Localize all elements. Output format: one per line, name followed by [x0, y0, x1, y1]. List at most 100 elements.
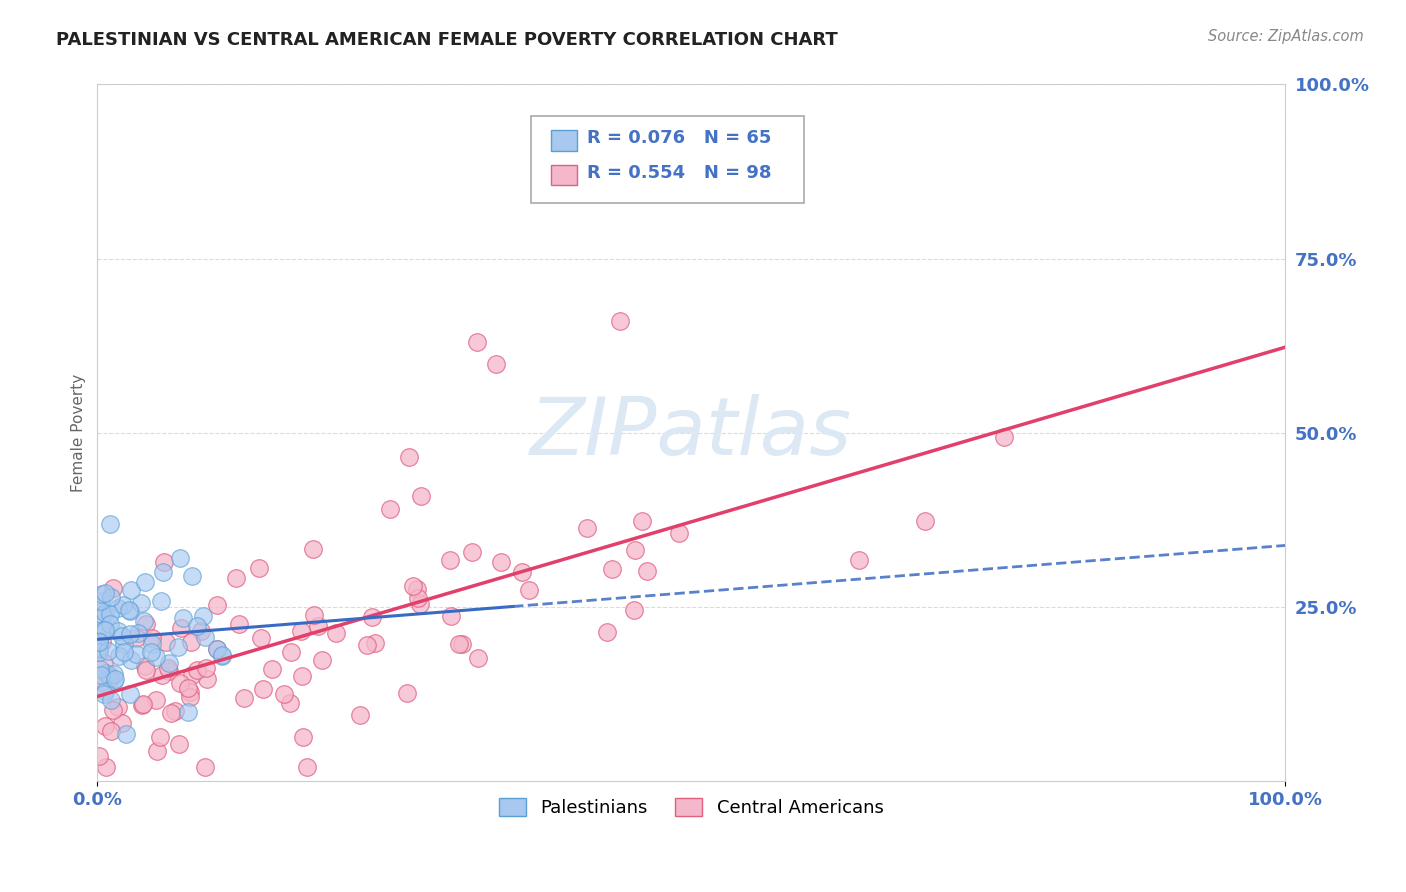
Point: [169, 738, 191, 752]
Point: [225, 571, 247, 585]
Point: [291, 669, 314, 683]
Point: [409, 489, 432, 503]
Point: [145, 744, 167, 758]
Point: [186, 619, 208, 633]
Point: [118, 603, 141, 617]
Point: [302, 541, 325, 556]
Point: [159, 706, 181, 720]
Point: [90, 634, 112, 648]
Point: [93, 657, 115, 671]
Point: [396, 685, 419, 699]
Point: [252, 682, 274, 697]
Point: [112, 645, 135, 659]
Point: [233, 691, 256, 706]
Point: [139, 645, 162, 659]
Point: [127, 625, 149, 640]
Point: [93, 623, 115, 637]
Point: [100, 693, 122, 707]
Point: [91, 587, 114, 601]
Point: [97, 643, 120, 657]
Point: [90, 675, 112, 690]
FancyBboxPatch shape: [531, 116, 804, 202]
Point: [100, 723, 122, 738]
Point: [211, 648, 233, 663]
Point: [914, 514, 936, 528]
Point: [307, 619, 329, 633]
Point: [668, 525, 690, 540]
Point: [93, 608, 115, 623]
Point: [228, 617, 250, 632]
Point: [145, 693, 167, 707]
Point: [93, 624, 115, 639]
Point: [172, 611, 194, 625]
Point: [169, 551, 191, 566]
Point: [609, 314, 631, 328]
Point: [98, 671, 121, 685]
Point: [141, 637, 163, 651]
Point: [993, 430, 1015, 444]
Point: [194, 760, 217, 774]
Point: [94, 665, 117, 680]
Point: [103, 666, 125, 681]
Point: [247, 561, 270, 575]
Point: [120, 687, 142, 701]
Point: [96, 760, 118, 774]
Point: [600, 562, 623, 576]
Point: [112, 637, 135, 651]
Point: [111, 629, 134, 643]
Point: [152, 565, 174, 579]
Point: [107, 700, 129, 714]
Point: [190, 624, 212, 638]
Point: [93, 687, 115, 701]
Point: [290, 624, 312, 638]
Point: [439, 553, 461, 567]
Point: [129, 596, 152, 610]
Point: [596, 625, 619, 640]
Point: [166, 640, 188, 655]
Point: [87, 645, 110, 659]
Point: [631, 514, 654, 528]
Point: [111, 715, 134, 730]
Point: [194, 630, 217, 644]
Text: ZIPatlas: ZIPatlas: [530, 393, 852, 472]
Point: [98, 517, 121, 532]
Point: [94, 719, 117, 733]
Point: [295, 760, 318, 774]
Point: [150, 667, 173, 681]
Point: [349, 708, 371, 723]
Point: [467, 335, 489, 350]
Point: [89, 641, 111, 656]
Point: [510, 565, 533, 579]
Point: [186, 663, 208, 677]
Point: [89, 749, 111, 764]
Point: [157, 657, 180, 671]
Point: [398, 450, 420, 464]
Point: [134, 615, 156, 629]
Point: [280, 645, 302, 659]
Point: [311, 653, 333, 667]
Point: [132, 697, 155, 711]
Point: [489, 555, 512, 569]
Point: [107, 600, 129, 615]
Point: [90, 594, 112, 608]
Point: [118, 604, 141, 618]
Point: [94, 586, 117, 600]
Point: [98, 617, 121, 632]
Point: [179, 690, 201, 705]
Point: [181, 568, 204, 582]
Point: [153, 555, 176, 569]
Point: [302, 608, 325, 623]
Point: [361, 610, 384, 624]
Point: [155, 635, 177, 649]
Point: [292, 730, 315, 744]
Text: PALESTINIAN VS CENTRAL AMERICAN FEMALE POVERTY CORRELATION CHART: PALESTINIAN VS CENTRAL AMERICAN FEMALE P…: [56, 31, 838, 49]
Point: [134, 575, 156, 590]
Point: [107, 624, 129, 638]
Point: [207, 642, 229, 657]
Point: [181, 667, 204, 681]
Point: [150, 593, 173, 607]
Point: [100, 591, 122, 605]
Bar: [551, 129, 578, 151]
Point: [112, 599, 135, 613]
Point: [103, 674, 125, 689]
